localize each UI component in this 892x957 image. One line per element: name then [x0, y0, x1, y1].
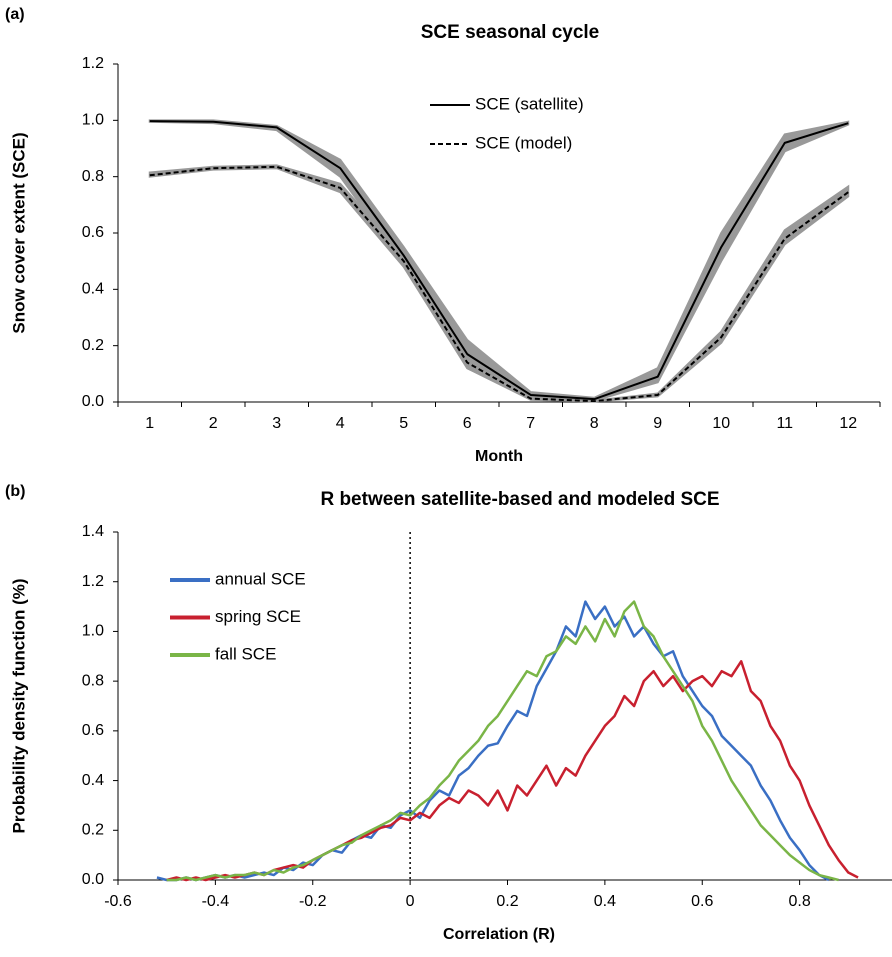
panel-label: (b) [5, 483, 25, 500]
y-axis-label: Probability density function (%) [9, 578, 28, 833]
chart-title: R between satellite-based and modeled SC… [320, 489, 719, 510]
x-tick-label: 8 [590, 415, 599, 432]
y-tick-label: 1.0 [82, 623, 104, 640]
x-tick-label: 0.2 [496, 893, 518, 910]
x-tick-label: 1 [145, 415, 154, 432]
y-tick-label: 1.2 [82, 573, 104, 590]
series-line [149, 165, 849, 403]
series-line [166, 660, 859, 882]
x-tick-label: 0.6 [691, 893, 713, 910]
y-tick-label: 1.2 [82, 55, 104, 72]
x-tick-label: 10 [712, 415, 730, 432]
legend-label: SCE (model) [475, 133, 572, 152]
panel-label: (a) [5, 6, 25, 23]
legend-label: SCE (satellite) [475, 94, 584, 113]
y-tick-label: 0.4 [82, 281, 104, 298]
x-tick-label: 2 [209, 415, 218, 432]
legend-label: annual SCE [215, 569, 306, 588]
y-axis-label: Snow cover extent (SCE) [9, 132, 28, 333]
y-tick-label: 0.4 [82, 772, 104, 789]
y-tick-label: 0.8 [82, 672, 104, 689]
series-line [149, 120, 849, 401]
x-tick-label: -0.6 [104, 893, 132, 910]
x-tick-label: 0 [406, 893, 415, 910]
y-tick-label: 0.2 [82, 822, 104, 839]
y-tick-label: 1.4 [82, 523, 104, 540]
x-tick-label: 5 [399, 415, 408, 432]
x-tick-label: 11 [776, 415, 793, 432]
x-tick-label: 0.4 [594, 893, 616, 910]
x-tick-label: -0.2 [299, 893, 327, 910]
x-tick-label: 3 [272, 415, 281, 432]
x-tick-label: 4 [336, 415, 345, 432]
x-tick-label: 9 [653, 415, 662, 432]
x-tick-label: 6 [463, 415, 472, 432]
x-tick-label: 0.8 [789, 893, 811, 910]
y-tick-label: 0.0 [82, 871, 104, 888]
x-tick-label: 12 [839, 415, 857, 432]
uncertainty-band [148, 119, 850, 402]
y-tick-label: 0.0 [82, 393, 104, 410]
y-tick-label: 0.8 [82, 168, 104, 185]
chart-title: SCE seasonal cycle [421, 22, 600, 43]
y-tick-label: 0.6 [82, 224, 104, 241]
x-tick-label: -0.4 [202, 893, 230, 910]
x-axis-label: Correlation (R) [443, 926, 555, 943]
x-tick-label: 7 [526, 415, 535, 432]
series-line [156, 600, 830, 882]
series-line [166, 600, 839, 882]
x-axis-label: Month [475, 448, 523, 465]
y-tick-label: 0.6 [82, 722, 104, 739]
legend-label: spring SCE [215, 607, 301, 626]
legend-label: fall SCE [215, 644, 276, 663]
y-tick-label: 0.2 [82, 337, 104, 354]
y-tick-label: 1.0 [82, 112, 104, 129]
